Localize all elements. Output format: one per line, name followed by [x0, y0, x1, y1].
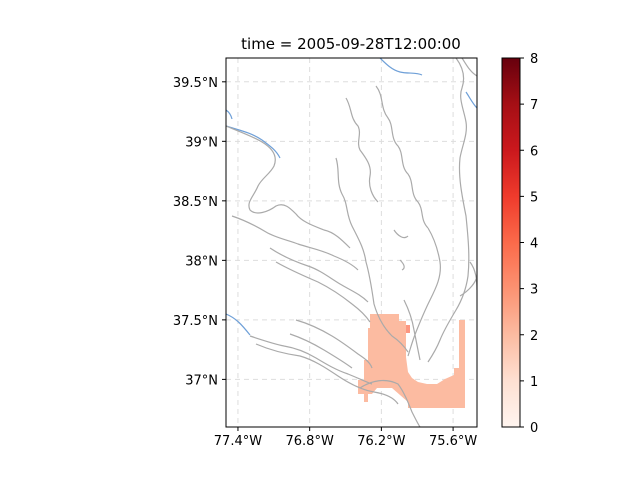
colorbar-ticks: 0 1 2 3 4 5 6 7 8	[520, 52, 538, 436]
colorbar-tick-label: 5	[530, 190, 538, 205]
plot-title: time = 2005-09-28T12:00:00	[241, 35, 461, 53]
colorbar-tick-label: 4	[530, 237, 538, 252]
coast-bay-west	[335, 157, 409, 353]
data-region	[358, 314, 465, 408]
river-delaware	[465, 91, 477, 109]
river-potomac-west	[226, 109, 233, 120]
colorbar-tick-label: 0	[530, 421, 538, 436]
latitude-ticks: 37°N 37.5°N 38°N 38.5°N 39°N 39.5°N	[173, 76, 226, 388]
lon-tick-label: 76.8°W	[286, 434, 334, 449]
longitude-ticks: 77.4°W 76.8°W 76.2°W 75.6°W	[214, 427, 477, 449]
coast-atlantic	[427, 58, 470, 363]
colorbar: 0 1 2 3 4 5 6 7 8	[501, 52, 538, 436]
coast-york-south	[289, 333, 353, 369]
colorbar-tick-label: 8	[530, 52, 538, 67]
coast-rappahannock-south	[275, 261, 371, 323]
colorbar-tick-label: 1	[530, 375, 538, 390]
coast-inner-bay	[403, 299, 421, 361]
river-susquehanna	[379, 58, 423, 76]
colorbar-tick-label: 3	[530, 283, 538, 298]
lon-tick-label: 75.6°W	[429, 434, 477, 449]
map-area	[226, 58, 477, 427]
lat-tick-label: 38°N	[185, 254, 218, 269]
lon-tick-label: 76.2°W	[357, 434, 405, 449]
coast-island-2	[399, 259, 405, 271]
data-cell-bright	[406, 325, 410, 333]
coast-potomac-north	[226, 125, 351, 249]
lat-tick-label: 37.5°N	[173, 314, 218, 329]
coast-bay-east-upper	[375, 85, 429, 229]
coast-island-1	[393, 229, 409, 239]
coastline	[226, 58, 477, 427]
coast-james-south	[255, 343, 399, 405]
river-potomac-upper	[226, 125, 281, 159]
colorbar-tick-label: 7	[530, 98, 538, 113]
colorbar-gradient	[501, 57, 521, 428]
coast-bay-west-upper	[345, 97, 379, 203]
river-rappahannock-upper	[226, 313, 251, 336]
data-overlay	[358, 314, 465, 408]
lat-tick-label: 39.5°N	[173, 76, 218, 91]
coast-delaware-bay	[461, 58, 477, 77]
lon-tick-label: 77.4°W	[214, 434, 262, 449]
lat-tick-label: 37°N	[185, 373, 218, 388]
coast-hampton	[359, 379, 421, 427]
rivers	[226, 58, 477, 336]
coast-james-north	[249, 335, 373, 385]
lat-tick-label: 39°N	[185, 135, 218, 150]
coast-york-north	[295, 319, 373, 369]
map-frame	[225, 57, 478, 428]
colorbar-tick-label: 6	[530, 144, 538, 159]
colorbar-tick-label: 2	[530, 329, 538, 344]
coast-eastern-shore	[407, 227, 441, 357]
lat-tick-label: 38.5°N	[173, 195, 218, 210]
coast-rappahannock-north	[269, 247, 369, 303]
coast-potomac-south	[231, 215, 359, 271]
